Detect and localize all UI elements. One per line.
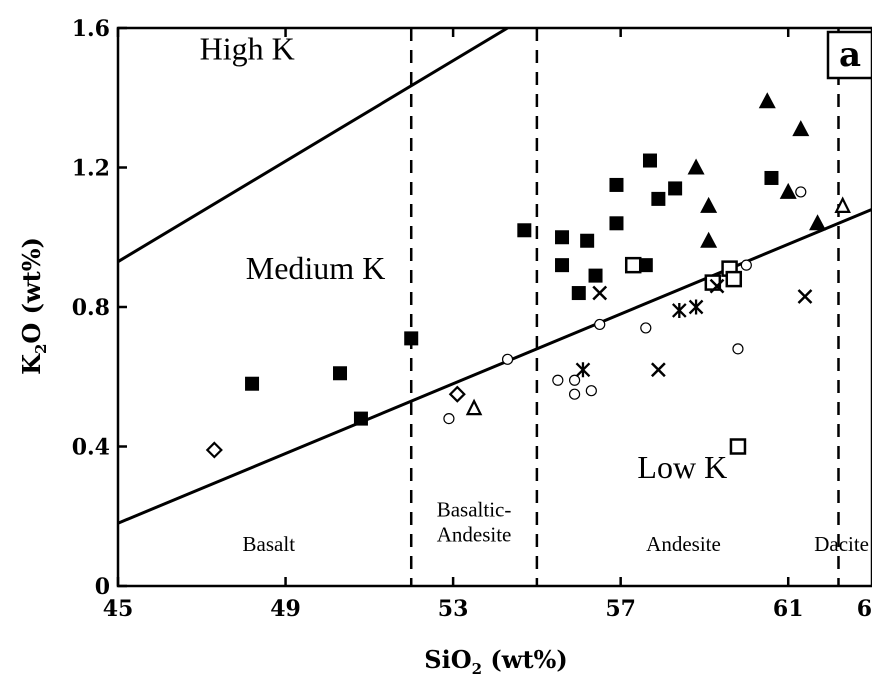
filled-triangle-marker: [779, 182, 797, 199]
open-circle-marker: [568, 374, 581, 386]
filled-square-marker: [609, 216, 624, 231]
filled-square-marker: [580, 233, 595, 248]
filled-square-marker: [609, 177, 624, 192]
open-circle-marker: [552, 374, 564, 386]
filled-square-marker: [517, 223, 532, 238]
filled-square-marker: [404, 331, 419, 346]
x-tick-label: 61: [773, 596, 804, 622]
panel-label-box: a: [826, 30, 872, 80]
open-diamond-marker: [448, 385, 466, 403]
filled-square-marker: [642, 153, 657, 168]
x-tick-label: 6: [857, 596, 872, 622]
open-circle-marker: [585, 385, 597, 397]
cross-marker: [592, 285, 608, 301]
filled-triangle-marker: [700, 231, 718, 248]
cross-marker: [797, 289, 813, 304]
open-circle-marker: [501, 353, 514, 365]
region-label: Medium K: [246, 250, 386, 286]
filled-square-marker: [588, 268, 603, 283]
boundary-line-high-medium: [118, 28, 509, 263]
region-labels: High K Medium K Low K: [200, 30, 728, 485]
open-circle-marker: [594, 318, 606, 331]
boundary-line-medium-low: [118, 207, 872, 525]
open-square-marker: [725, 270, 743, 288]
y-tick-label: 0.4: [72, 435, 110, 461]
zone-label: Basaltic-Andesite: [437, 497, 512, 546]
divider-lines: [409, 28, 840, 586]
x-tick-label: 57: [605, 596, 636, 622]
open-circle-marker: [568, 388, 581, 400]
asterisk-marker: [575, 362, 591, 378]
filled-square-marker: [638, 258, 653, 273]
asterisk-marker: [688, 299, 704, 315]
filled-square-marker: [764, 170, 779, 185]
y-tick-label: 0: [95, 574, 110, 600]
filled-triangle-marker: [792, 120, 810, 137]
filled-triangle-marker: [687, 158, 705, 175]
region-label: Low K: [637, 449, 727, 485]
filled-triangle-marker: [809, 214, 827, 231]
filled-square-marker: [651, 191, 666, 206]
filled-square-marker: [245, 376, 260, 391]
boundary-lines: [118, 28, 872, 525]
open-circle-marker: [443, 413, 455, 425]
axis-ticks: 45 49 53 57 61 6 0 0.4 0.8 1.2 1.6: [72, 16, 872, 622]
open-circle-marker: [795, 186, 807, 198]
filled-square-marker: [668, 181, 683, 196]
y-tick-label: 0.8: [72, 295, 110, 321]
open-circle-marker: [732, 343, 744, 355]
filled-triangle-marker: [700, 196, 718, 213]
y-axis-title: K2O (wt%): [17, 237, 50, 375]
filled-square-marker: [555, 258, 570, 273]
zone-label: Andesite: [646, 532, 721, 556]
cross-marker: [709, 278, 725, 294]
x-tick-label: 53: [438, 596, 469, 622]
open-square-marker: [729, 438, 747, 455]
asterisk-marker: [671, 302, 687, 318]
data-markers: [205, 92, 851, 459]
open-triangle-marker: [834, 196, 851, 213]
filled-square-marker: [333, 366, 348, 381]
y-tick-label: 1.2: [72, 156, 110, 182]
open-circle-marker: [640, 322, 652, 334]
region-label: High K: [200, 30, 295, 66]
open-triangle-marker: [465, 398, 483, 416]
panel-label: a: [839, 35, 861, 75]
cross-marker: [650, 362, 666, 378]
open-square-marker: [624, 256, 642, 274]
zone-label: Basalt: [243, 532, 296, 556]
y-tick-label: 1.6: [72, 16, 110, 42]
filled-square-marker: [555, 230, 570, 245]
open-diamond-marker: [205, 441, 223, 459]
zone-labels: Basalt Basaltic-Andesite Andesite Dacite: [243, 497, 869, 556]
zone-label: Dacite: [814, 532, 869, 556]
filled-square-marker: [353, 411, 368, 426]
filled-square-marker: [571, 286, 586, 301]
filled-triangle-marker: [758, 92, 776, 109]
x-tick-label: 45: [103, 596, 134, 622]
x-axis-title: SiO2 (wt%): [424, 645, 567, 678]
x-tick-label: 49: [270, 596, 301, 622]
open-circle-marker: [740, 259, 752, 271]
